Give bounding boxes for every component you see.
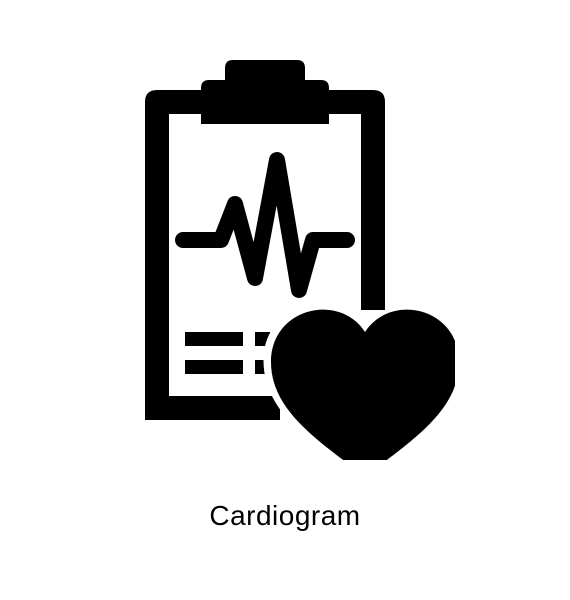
icon-caption: Cardiogram (0, 500, 570, 532)
figure-canvas: Cardiogram (0, 0, 570, 600)
cardiogram-clipboard-heart-icon (115, 60, 455, 465)
